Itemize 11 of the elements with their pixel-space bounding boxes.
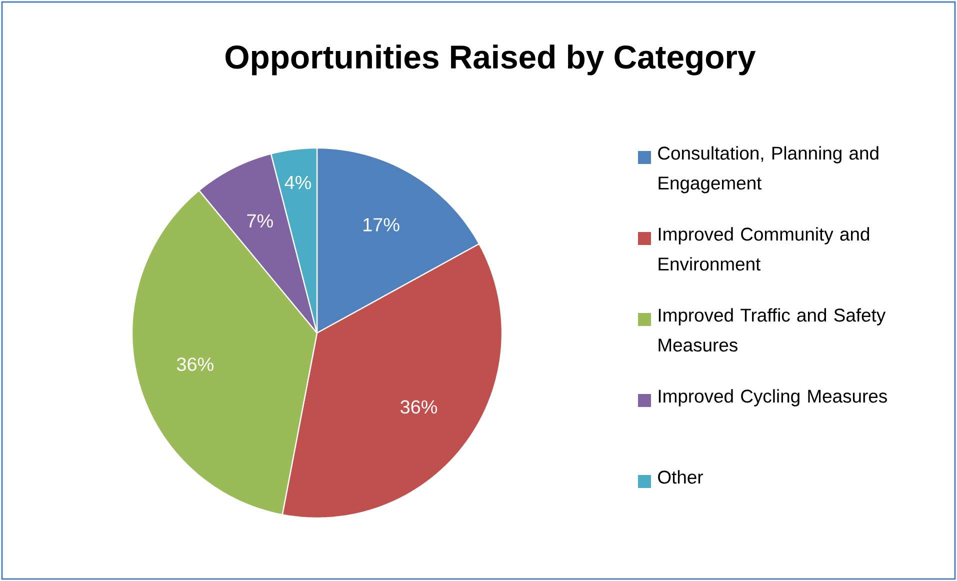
legend-label: Improved Traffic and Safety Measures xyxy=(658,308,886,352)
legend-label: Improved Community and Environment xyxy=(658,227,870,271)
data-label: 17% xyxy=(364,218,400,232)
data-label: 7% xyxy=(247,214,273,228)
data-label: 36% xyxy=(176,358,214,371)
chart-title: Opportunities Raised by Category xyxy=(226,44,756,76)
legend-label: Improved Cycling Measures xyxy=(658,389,887,406)
legend-label: Consultation, Planning and Engagement xyxy=(658,146,878,194)
legend-label: Other xyxy=(658,470,703,484)
data-label: 36% xyxy=(400,400,438,414)
data-label: 4% xyxy=(284,176,311,190)
